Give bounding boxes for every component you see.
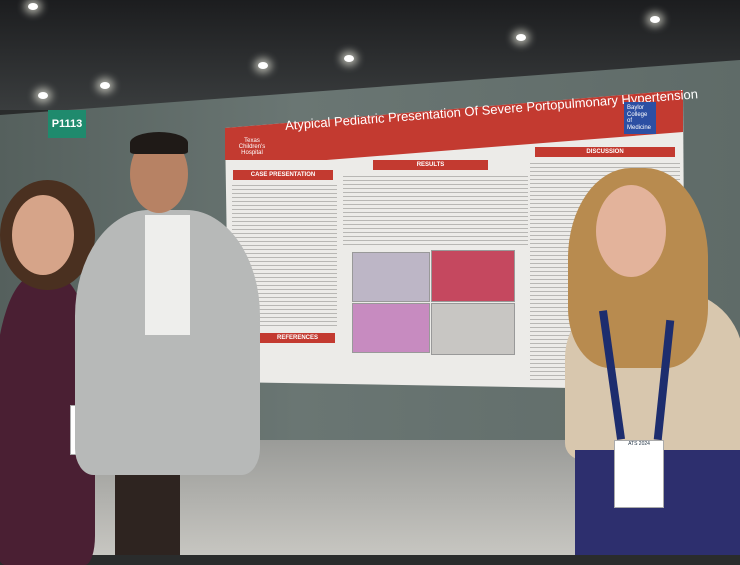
conference-badge: ATS 2024: [614, 440, 664, 508]
ceiling-light: [38, 92, 48, 99]
ceiling-light: [650, 16, 660, 23]
face: [12, 195, 74, 275]
texas-childrens-logo: Texas Children's Hospital: [238, 138, 266, 156]
baylor-logo: Baylor College of Medicine: [624, 102, 656, 134]
section-results: RESULTS: [373, 160, 488, 170]
section-discussion: DISCUSSION: [535, 147, 675, 157]
ceiling-light: [516, 34, 526, 41]
results-tables: [343, 173, 528, 248]
ceiling-light: [28, 3, 38, 10]
section-case-presentation: CASE PRESENTATION: [233, 170, 333, 180]
booth-number-sign: P1113: [48, 110, 86, 138]
face: [596, 185, 666, 277]
histology-image-c: [352, 303, 430, 353]
ceiling-light: [258, 62, 268, 69]
hair: [130, 132, 188, 154]
histology-image-a: [352, 252, 430, 302]
ceiling-light: [344, 55, 354, 62]
histology-image-b: [431, 250, 515, 302]
histology-image-d: [431, 303, 515, 355]
shirt: [145, 215, 190, 335]
ceiling-light: [100, 82, 110, 89]
trousers: [115, 470, 180, 555]
section-references: REFERENCES: [260, 333, 335, 343]
